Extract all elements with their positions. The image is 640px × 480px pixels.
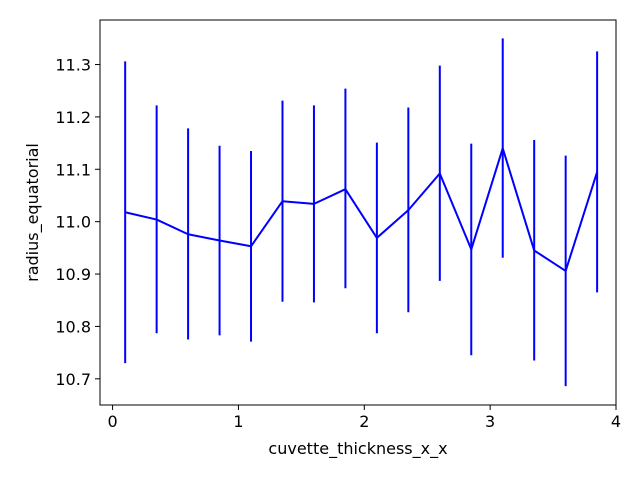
series-line-group — [124, 147, 599, 272]
x-tick-label: 2 — [359, 412, 369, 431]
x-tick-label: 4 — [611, 412, 621, 431]
y-tick-label: 10.8 — [55, 317, 91, 336]
x-tick-label: 3 — [485, 412, 495, 431]
y-tick-label: 11.0 — [55, 213, 91, 232]
y-tick-label: 10.7 — [55, 370, 91, 389]
y-axis-label: radius_equatorial — [23, 143, 43, 282]
x-axis-label: cuvette_thickness_x_x — [268, 439, 447, 459]
plot-frame — [99, 19, 617, 406]
y-tick-label: 11.3 — [55, 56, 91, 75]
y-tick-label: 11.2 — [55, 108, 91, 127]
x-axis-ticks: 0 1 2 3 4 — [107, 405, 621, 431]
y-tick-label: 10.9 — [55, 265, 91, 284]
x-tick-label: 0 — [107, 412, 117, 431]
y-tick-label: 11.1 — [55, 160, 91, 179]
series-line — [124, 147, 599, 272]
x-tick-label: 1 — [233, 412, 243, 431]
y-axis-ticks: 10.7 10.8 10.9 11.0 11.1 11.2 11.3 — [55, 56, 100, 389]
